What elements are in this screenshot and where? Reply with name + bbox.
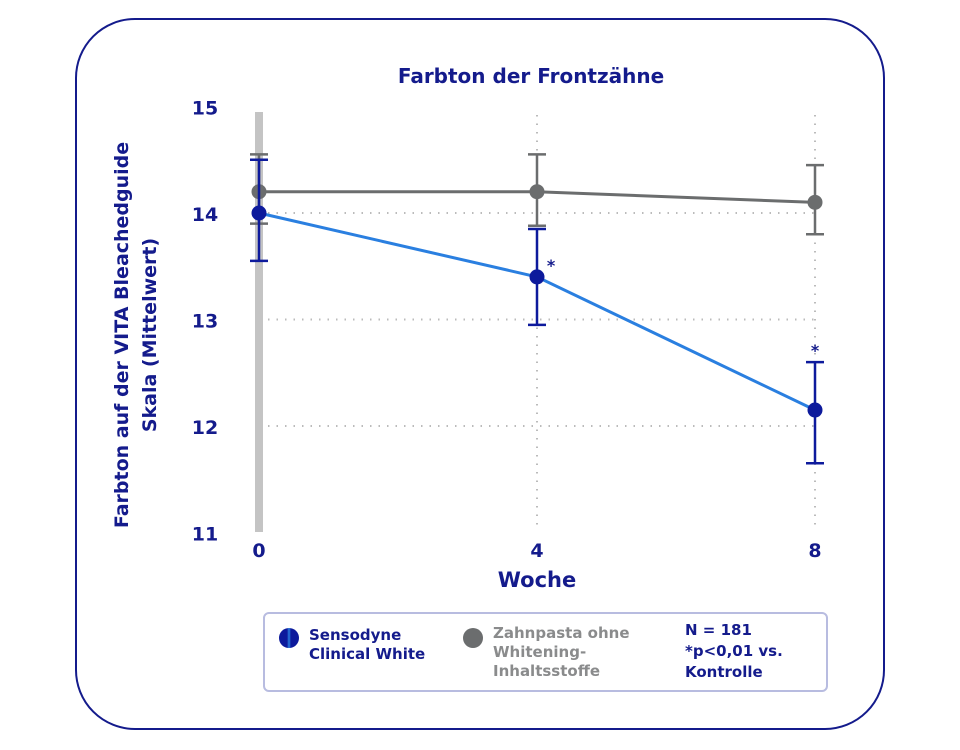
legend-text: Whitening- <box>493 643 587 661</box>
y-tick-label: 14 <box>192 204 218 226</box>
data-point <box>251 205 267 221</box>
legend-marker-sensodyne <box>279 628 299 648</box>
chart-frame <box>75 18 885 730</box>
y-tick-label: 11 <box>192 524 218 546</box>
significance-marker: * <box>547 256 556 275</box>
data-point <box>807 402 823 418</box>
note-text: Kontrolle <box>685 663 763 681</box>
legend-label-sensodyne: Sensodyne Clinical White <box>309 626 425 664</box>
legend-text: Inhaltsstoffe <box>493 662 601 680</box>
data-point <box>529 184 545 200</box>
legend-text: Sensodyne <box>309 626 402 644</box>
note-text: N = 181 <box>685 621 752 639</box>
significance-marker: * <box>811 341 820 360</box>
legend-label-control: Zahnpasta ohne Whitening- Inhaltsstoffe <box>493 624 630 681</box>
y-axis-label-line: Farbton auf der VITA Bleachedguide <box>111 142 133 528</box>
legend-note: N = 181 *p<0,01 vs. Kontrolle <box>685 620 783 683</box>
data-point <box>807 194 823 210</box>
y-axis-label-line: Skala (Mittelwert) <box>139 238 161 432</box>
note-text: *p<0,01 vs. <box>685 642 783 660</box>
legend: Sensodyne Clinical White Zahnpasta ohne … <box>263 612 828 692</box>
y-axis-label: Farbton auf der VITA Bleachedguide Skala … <box>111 142 161 528</box>
x-tick-label: 4 <box>530 540 543 562</box>
y-tick-label: 12 <box>192 417 218 439</box>
legend-marker-control <box>463 628 483 648</box>
x-tick-label: 8 <box>808 540 821 562</box>
data-point <box>529 269 545 285</box>
legend-text: Clinical White <box>309 645 426 663</box>
legend-text: Zahnpasta ohne <box>493 624 630 642</box>
y-tick-label: 15 <box>192 98 218 120</box>
x-axis-label: Woche <box>498 568 576 592</box>
x-tick-label: 0 <box>252 540 265 562</box>
y-tick-label: 13 <box>192 311 218 333</box>
chart-title: Farbton der Frontzähne <box>398 64 664 88</box>
